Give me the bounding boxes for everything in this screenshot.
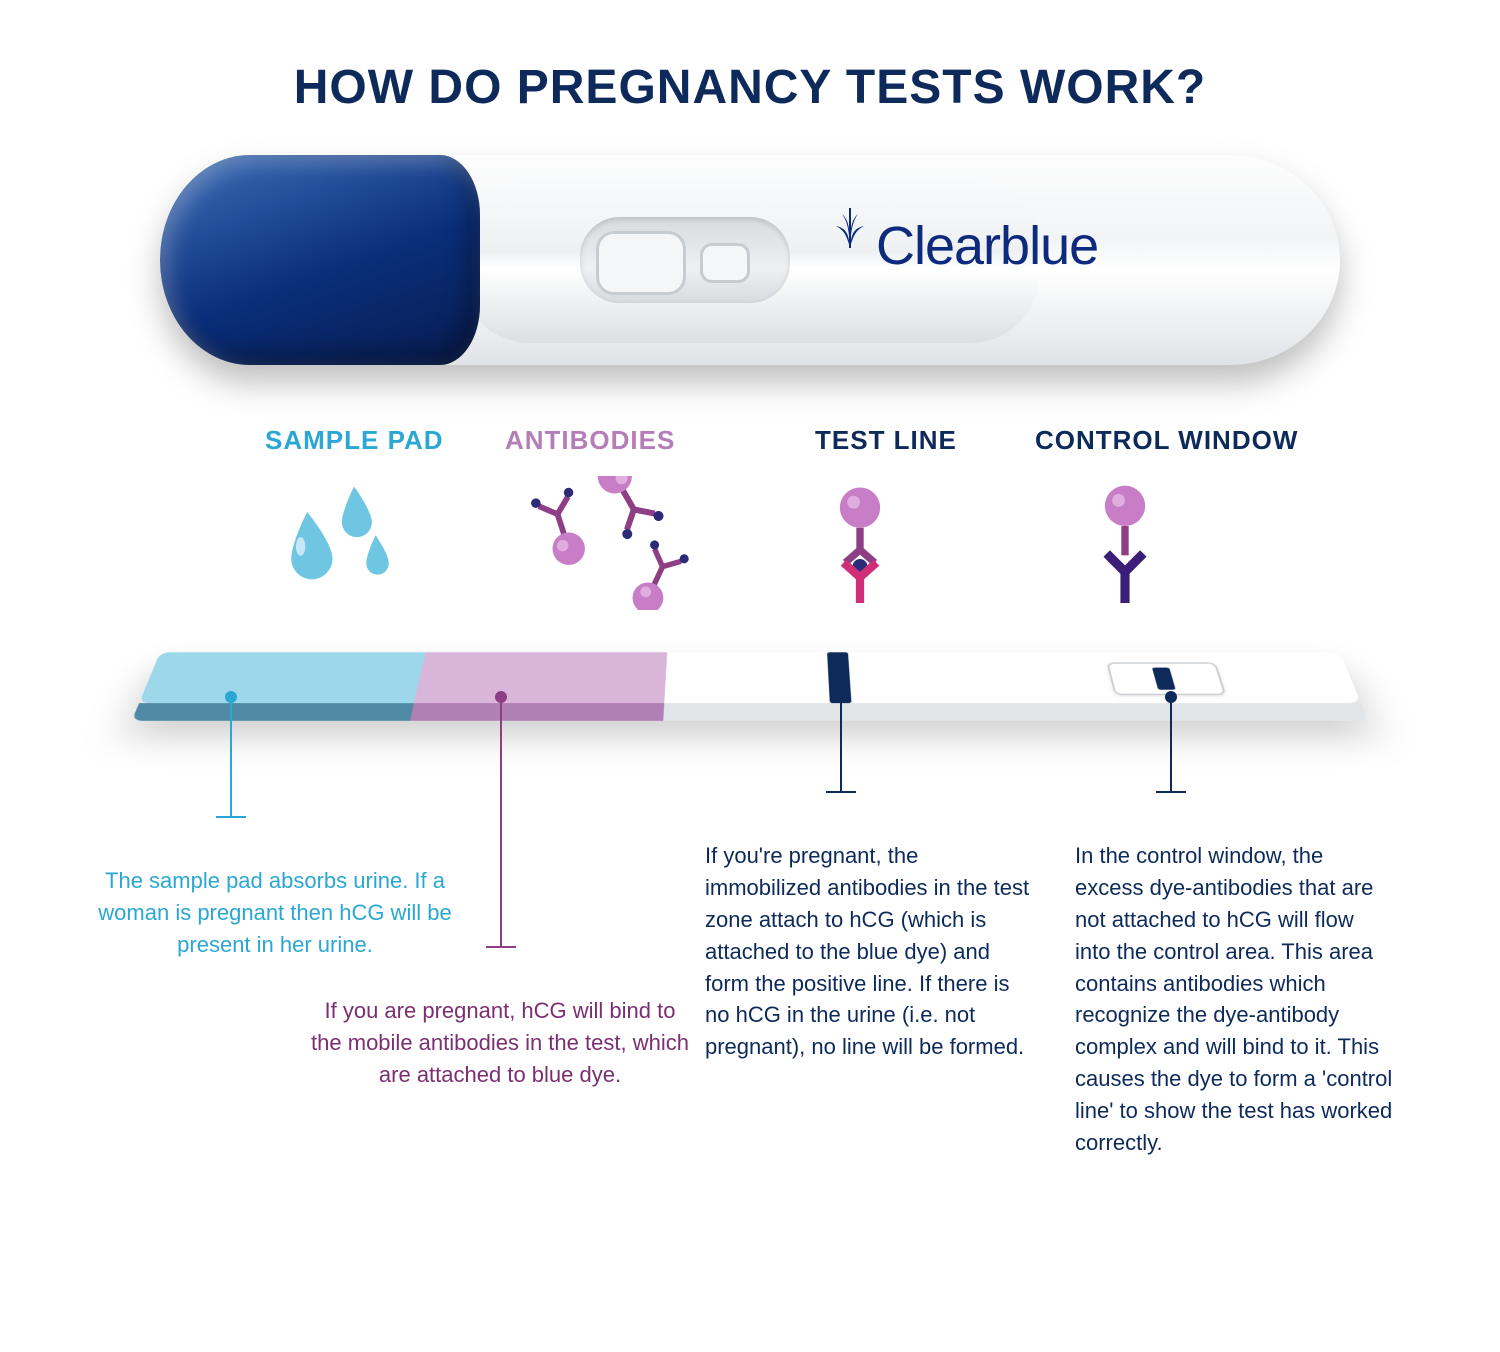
stick-cap [160, 155, 480, 365]
section-headings: SAMPLE PAD ANTIBODIES TEST LINE CONTROL WIN… [135, 425, 1365, 465]
leader-test_line [840, 697, 842, 792]
leader-antibodies [500, 697, 502, 947]
result-window [580, 217, 790, 303]
test-strip [130, 615, 1370, 725]
brand-burst-icon [830, 208, 870, 248]
heading-antibodies: ANTIBODIES [505, 425, 675, 456]
test-stick: Clearblue [160, 155, 1340, 365]
strip-control-window [1106, 662, 1226, 695]
para-test_line: If you're pregnant, the immobilized anti… [705, 840, 1040, 1063]
brand-text: Clearblue [876, 215, 1098, 277]
leader-sample_pad [230, 697, 232, 817]
infographic-page: HOW DO PREGNANCY TESTS WORK? Clearblue S… [0, 0, 1500, 1352]
leader-control_window [1170, 697, 1172, 792]
testline-icon [805, 482, 925, 615]
drops-icon [265, 479, 425, 615]
brand: Clearblue [830, 215, 1098, 277]
explanations: The sample pad absorbs urine. If a woman… [130, 725, 1370, 1285]
heading-sample_pad: SAMPLE PAD [265, 425, 444, 456]
heading-test_line: TEST LINE [815, 425, 957, 456]
page-title: HOW DO PREGNANCY TESTS WORK? [110, 60, 1390, 115]
para-antibodies: If you are pregnant, hCG will bind to th… [310, 995, 690, 1091]
antibodies-icon [505, 476, 725, 615]
section-icons [135, 475, 1365, 615]
para-sample_pad: The sample pad absorbs urine. If a woman… [75, 865, 475, 961]
heading-control_window: CONTROL WINDOW [1035, 425, 1298, 456]
para-control_window: In the control window, the excess dye-an… [1075, 840, 1395, 1159]
control-icon [1070, 482, 1190, 615]
